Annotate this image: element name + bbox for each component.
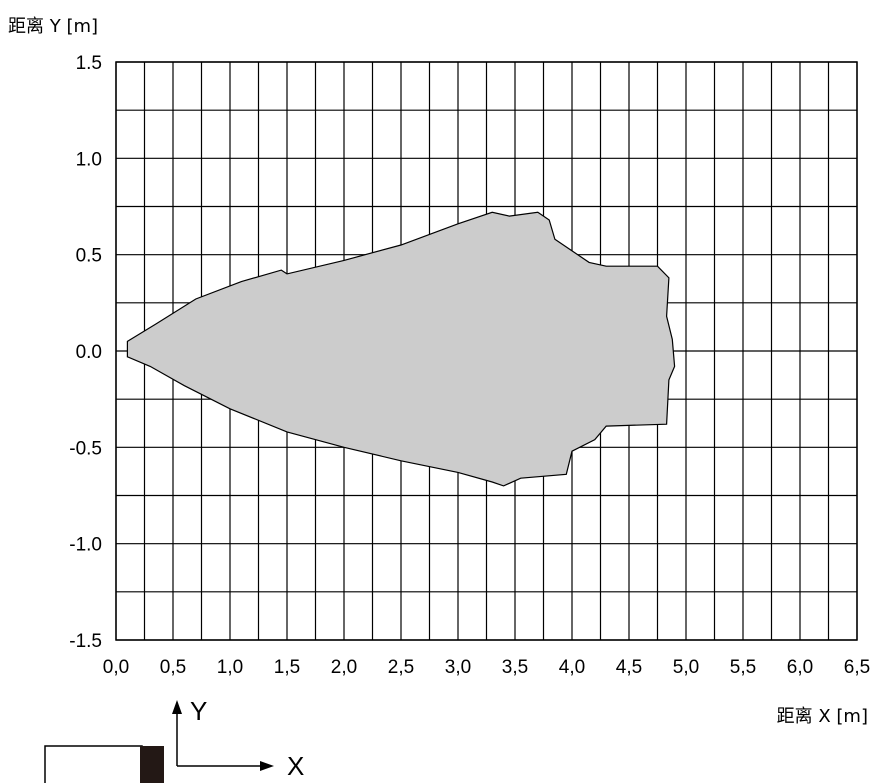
- x-axis-label: 距离 X [m]: [777, 706, 868, 727]
- x-tick-label: 1,5: [274, 657, 300, 678]
- x-tick-label: 2,0: [331, 657, 357, 678]
- x-tick-label: 6,5: [844, 657, 870, 678]
- x-tick-label: 6,0: [787, 657, 813, 678]
- y-tick-label: -1.5: [69, 631, 102, 652]
- x-tick-label: 4,5: [616, 657, 642, 678]
- x-tick-label: 0,5: [160, 657, 186, 678]
- x-tick-label: 4,0: [559, 657, 585, 678]
- y-tick-label: 0.5: [76, 246, 102, 267]
- y-direction-label: Y: [190, 696, 207, 726]
- y-tick-label: 1.5: [76, 53, 102, 74]
- y-direction-arrow-head: [172, 700, 182, 714]
- x-tick-label: 0,0: [103, 657, 129, 678]
- y-tick-labels: 1.5 1.0 0.5 0.0 -0.5 -1.0 -1.5: [69, 53, 102, 652]
- x-tick-labels: 0,0 0,5 1,0 1,5 2,0 2,5 3,0 3,5 4,0 4,5 5,0 5,5 6,0 6…: [103, 657, 870, 678]
- x-direction-label: X: [287, 751, 304, 781]
- y-axis-label: 距离 Y [m]: [8, 16, 98, 37]
- orientation-diagram: Y X: [44, 696, 304, 783]
- y-tick-label: -1.0: [69, 535, 102, 556]
- x-tick-label: 5,5: [730, 657, 756, 678]
- x-tick-label: 3,0: [445, 657, 471, 678]
- plot-frame: [115, 61, 858, 641]
- y-tick-label: -0.5: [69, 438, 102, 459]
- sensor-body: [44, 745, 143, 783]
- x-tick-label: 2,5: [388, 657, 414, 678]
- sensor-lens: [140, 746, 164, 783]
- y-tick-label: 0.0: [76, 342, 102, 363]
- x-tick-label: 3,5: [502, 657, 528, 678]
- x-tick-label: 5,0: [673, 657, 699, 678]
- detection-area-shape: [126, 211, 676, 487]
- y-tick-label: 1.0: [76, 149, 102, 170]
- x-direction-arrow-head: [260, 761, 274, 771]
- x-tick-label: 1,0: [217, 657, 243, 678]
